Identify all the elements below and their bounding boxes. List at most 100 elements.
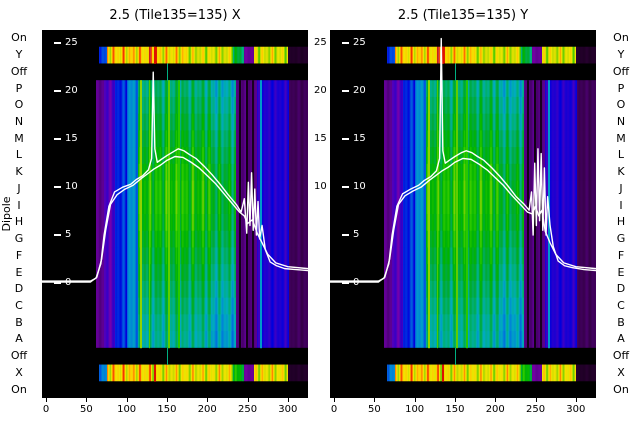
dipole-label: Y xyxy=(617,48,625,62)
dipole-label: E xyxy=(15,265,23,279)
x-tick-mark xyxy=(575,398,577,402)
dipole-label: Off xyxy=(10,349,28,363)
y-tick-mark xyxy=(54,138,61,141)
x-tick-mark xyxy=(46,398,48,402)
y-tick-mark xyxy=(342,138,349,141)
x-tick-mark xyxy=(207,398,209,402)
x-tick-mark xyxy=(287,398,289,402)
y-tick-mark xyxy=(54,42,61,45)
panel-x: 25 20 15 10 5 0 0 50 100 150 200 250 300 25 20 15 10 xyxy=(42,30,327,415)
dipole-label: G xyxy=(616,232,626,246)
dipole-label: L xyxy=(15,148,23,162)
dipole-label: O xyxy=(616,98,626,112)
x-tick-mark xyxy=(247,398,249,402)
x-tick-label: 150 xyxy=(445,404,465,415)
dipole-label: On xyxy=(11,31,27,45)
dipole-label: X xyxy=(15,365,23,379)
y-tick-mark xyxy=(54,186,61,189)
y-tick-label: 20 xyxy=(353,85,366,97)
dipole-label: On xyxy=(613,382,629,396)
y-tick-label-right: 20 xyxy=(314,85,327,97)
dipole-label: On xyxy=(613,31,629,45)
y-tick-label: 15 xyxy=(65,133,78,145)
x-tick-label: 250 xyxy=(525,404,546,415)
dipole-label: H xyxy=(14,215,24,229)
dipole-label: Y xyxy=(15,48,23,62)
dipole-label: I xyxy=(619,198,623,212)
dipole-label: P xyxy=(15,81,23,95)
y-tick-label-right: 25 xyxy=(314,37,327,49)
dipole-label: G xyxy=(14,232,24,246)
dipole-label: H xyxy=(616,215,626,229)
x-tick-label: 100 xyxy=(117,404,137,415)
x-tick-label: 50 xyxy=(79,404,93,415)
y-tick-label: 5 xyxy=(353,229,360,241)
y-tick-mark xyxy=(342,90,349,93)
y-tick-label: 0 xyxy=(65,277,72,288)
x-tick-mark xyxy=(414,398,416,402)
y-tick-mark xyxy=(54,90,61,93)
panel-title-y: 2.5 (Tile135=135) Y xyxy=(397,8,529,23)
dipole-label: K xyxy=(617,165,625,179)
y-tick-mark xyxy=(342,282,349,284)
x-tick-mark xyxy=(334,398,336,402)
dipole-label: M xyxy=(616,131,626,145)
dipole-label: F xyxy=(15,248,23,262)
dipole-label: K xyxy=(15,165,23,179)
x-tick-mark xyxy=(166,398,168,402)
x-tick-label: 200 xyxy=(485,404,505,415)
y-tick-mark xyxy=(342,42,349,45)
y-tick-mark xyxy=(342,234,349,237)
dipole-label: J xyxy=(17,181,21,195)
dipole-label: L xyxy=(617,148,625,162)
dipole-label: C xyxy=(15,299,23,312)
panel-title-x: 2.5 (Tile135=135) X xyxy=(109,8,241,23)
x-tick-label: 300 xyxy=(566,404,586,415)
y-tick-label: 10 xyxy=(353,181,366,193)
x-tick-mark xyxy=(495,398,497,402)
y-tick-mark xyxy=(342,186,349,189)
x-tick-label: 200 xyxy=(197,404,217,415)
dipole-labels-left: On Y Off P O N M L K J I H G F E D C B A Off X On xyxy=(0,0,38,440)
dipole-label: N xyxy=(616,115,626,128)
x-tick-mark xyxy=(374,398,376,402)
dipole-label: A xyxy=(15,332,23,346)
dipole-label: N xyxy=(14,115,24,128)
y-tick-label: 5 xyxy=(65,229,72,241)
x-tick-mark xyxy=(86,398,88,402)
dipole-label: B xyxy=(15,315,23,329)
dipole-label: Off xyxy=(10,64,28,78)
x-tick-mark xyxy=(454,398,456,402)
x-tick-mark xyxy=(126,398,128,402)
dipole-label: A xyxy=(617,332,625,346)
dipole-label: C xyxy=(617,299,625,312)
y-tick-label: 25 xyxy=(353,37,366,49)
dipole-label: I xyxy=(17,198,21,212)
dipole-label: M xyxy=(14,131,24,145)
x-tick-label: 150 xyxy=(157,404,177,415)
dipole-label: E xyxy=(617,265,625,279)
dipole-label: J xyxy=(619,181,623,195)
dipole-label: O xyxy=(14,98,24,112)
heatmap-canvas-x xyxy=(42,30,308,398)
x-tick-label: 50 xyxy=(367,404,381,415)
y-tick-label: 10 xyxy=(65,181,78,193)
dipole-label: P xyxy=(617,81,625,95)
x-tick-label: 250 xyxy=(237,404,258,415)
y-tick-mark xyxy=(54,282,61,284)
heatmap-canvas-y xyxy=(330,30,596,398)
dipole-label: On xyxy=(11,382,27,396)
y-tick-label: 20 xyxy=(65,85,78,97)
y-tick-label: 0 xyxy=(353,277,360,288)
dipole-label: B xyxy=(617,315,625,329)
panel-y: 25 20 15 10 5 0 0 50 100 150 200 250 300 xyxy=(330,30,596,415)
y-tick-label: 15 xyxy=(353,133,366,145)
y-tick-mark xyxy=(54,234,61,237)
dipole-label: D xyxy=(14,282,24,296)
dipole-label: Off xyxy=(612,64,630,78)
dipole-labels-right: On Y Off P O N M L K J I H G F E D C B A Off X On xyxy=(602,0,640,440)
x-tick-label: 0 xyxy=(330,404,338,415)
y-tick-label-right: 10 xyxy=(314,181,327,193)
dipole-label: F xyxy=(617,248,625,262)
x-tick-label: 100 xyxy=(405,404,425,415)
